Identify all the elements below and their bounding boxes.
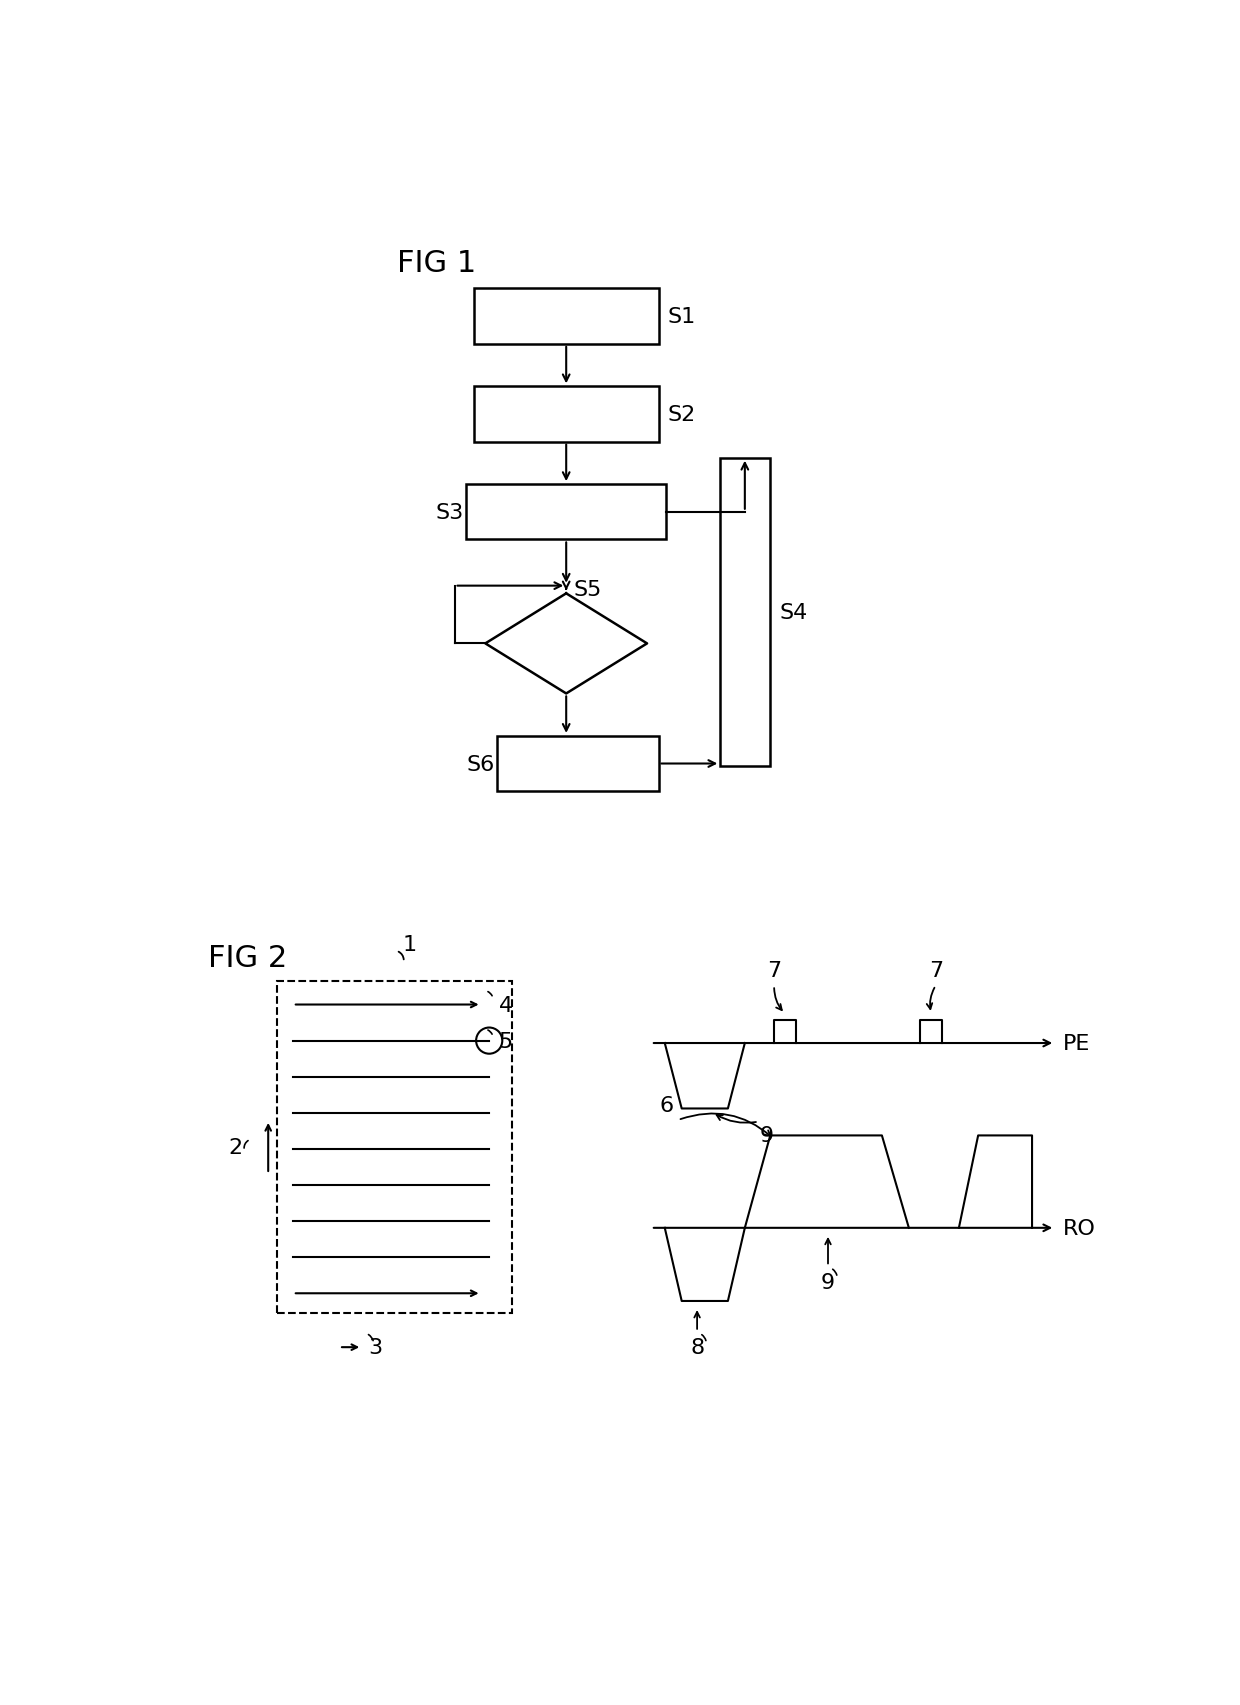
Text: 4: 4: [498, 996, 512, 1014]
Text: S3: S3: [435, 503, 464, 522]
Text: FIG 2: FIG 2: [208, 943, 288, 972]
Text: S4: S4: [780, 602, 807, 622]
Bar: [466, 484, 666, 540]
Text: 8: 8: [689, 1337, 704, 1357]
Text: 6: 6: [660, 1095, 673, 1115]
Text: S1: S1: [668, 307, 696, 327]
Text: FIG 1: FIG 1: [397, 249, 476, 278]
Text: S2: S2: [668, 404, 696, 425]
Text: PE: PE: [1063, 1033, 1090, 1054]
Bar: [474, 387, 658, 442]
Text: 9: 9: [821, 1272, 835, 1292]
Text: 2: 2: [228, 1137, 242, 1158]
Text: 7: 7: [768, 960, 781, 980]
Text: 3: 3: [368, 1337, 382, 1357]
Text: 7: 7: [929, 960, 942, 980]
Text: S6: S6: [466, 754, 495, 774]
Bar: [278, 982, 512, 1313]
Bar: [497, 737, 658, 791]
Text: 5: 5: [498, 1032, 512, 1050]
Text: 1: 1: [403, 934, 417, 955]
Bar: [720, 459, 770, 766]
Text: 9: 9: [759, 1125, 774, 1146]
Text: RO: RO: [1063, 1217, 1096, 1238]
Bar: [474, 290, 658, 344]
Text: S5: S5: [574, 580, 603, 600]
